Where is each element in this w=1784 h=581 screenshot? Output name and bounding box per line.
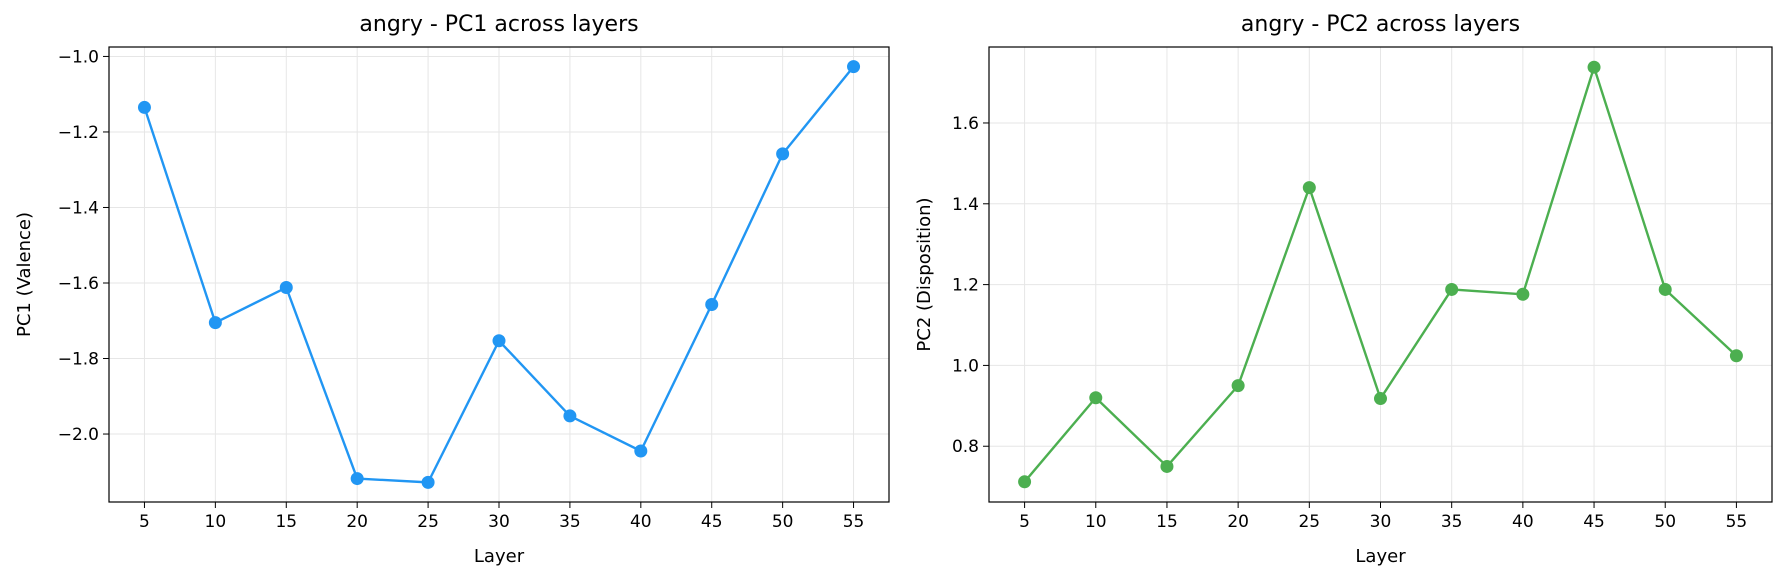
x-tick-label: 40	[630, 512, 652, 532]
x-tick-label: 5	[139, 512, 150, 532]
x-tick-label: 40	[1512, 512, 1534, 532]
data-point	[1018, 475, 1032, 489]
y-tick-label: 1.2	[952, 276, 979, 296]
x-tick-label: 35	[559, 512, 581, 532]
data-point	[1516, 287, 1530, 301]
data-point	[1160, 459, 1174, 473]
data-point	[350, 472, 364, 486]
data-point	[1089, 391, 1103, 405]
y-tick-label: 1.0	[952, 356, 979, 376]
y-axis-label: PC1 (Valence)	[14, 212, 35, 337]
data-point	[1302, 181, 1316, 195]
data-point	[563, 409, 577, 423]
chart-title: angry - PC2 across layers	[1241, 12, 1520, 37]
x-tick-label: 20	[346, 512, 368, 532]
data-point	[1445, 282, 1459, 296]
y-axis-label: PC2 (Disposition)	[914, 197, 935, 351]
x-tick-label: 25	[417, 512, 439, 532]
data-point	[208, 316, 222, 330]
data-point	[1231, 379, 1245, 393]
data-point	[1374, 392, 1387, 406]
x-tick-label: 50	[1654, 512, 1676, 532]
x-tick-label: 30	[488, 512, 510, 532]
x-tick-label: 20	[1227, 512, 1249, 532]
x-tick-label: 50	[772, 512, 794, 532]
chart-panel-1: 5 10 15 20 25 30 35 40 45 50 55 −2.0 −1.8 −1.6 −1.4 −1.…	[14, 12, 890, 567]
y-tick-label: −1.8	[58, 350, 99, 370]
data-point	[492, 334, 506, 348]
data-point	[634, 444, 648, 458]
y-tick-label: −2.0	[58, 425, 99, 445]
x-tick-label: 10	[1085, 512, 1107, 532]
x-tick-label: 30	[1370, 512, 1392, 532]
y-tick-label: 0.8	[952, 437, 979, 457]
data-point	[279, 281, 293, 295]
x-tick-label: 10	[205, 512, 227, 532]
data-point	[705, 298, 719, 312]
x-tick-label: 25	[1298, 512, 1320, 532]
x-tick-label: 35	[1441, 512, 1463, 532]
y-tick-label: −1.6	[58, 274, 99, 294]
x-tick-label: 5	[1019, 512, 1030, 532]
data-point	[1729, 349, 1743, 363]
chart-title: angry - PC1 across layers	[359, 12, 638, 37]
x-axis-label: Layer	[1355, 546, 1406, 567]
data-point	[1658, 282, 1672, 296]
data-point	[1587, 60, 1601, 74]
x-tick-label: 55	[843, 512, 865, 532]
y-tick-label: −1.2	[58, 123, 99, 143]
x-tick-label: 45	[1583, 512, 1605, 532]
y-tick-label: −1.4	[58, 198, 99, 218]
chart-panel-2: 5 10 15 20 25 30 35 40 45 50 55 0.8 1.0 1.2 1.4 1.6 angr…	[914, 12, 1773, 567]
data-point	[137, 100, 151, 114]
x-tick-label: 55	[1726, 512, 1748, 532]
y-tick-label: −1.0	[58, 47, 99, 67]
data-point	[421, 475, 435, 489]
y-tick-label: 1.6	[952, 114, 979, 134]
data-point	[847, 60, 861, 74]
data-point	[776, 147, 790, 161]
x-tick-label: 15	[1156, 512, 1178, 532]
y-tick-label: 1.4	[952, 195, 979, 215]
x-tick-label: 45	[701, 512, 723, 532]
x-tick-label: 15	[275, 512, 297, 532]
x-axis-label: Layer	[474, 546, 525, 567]
